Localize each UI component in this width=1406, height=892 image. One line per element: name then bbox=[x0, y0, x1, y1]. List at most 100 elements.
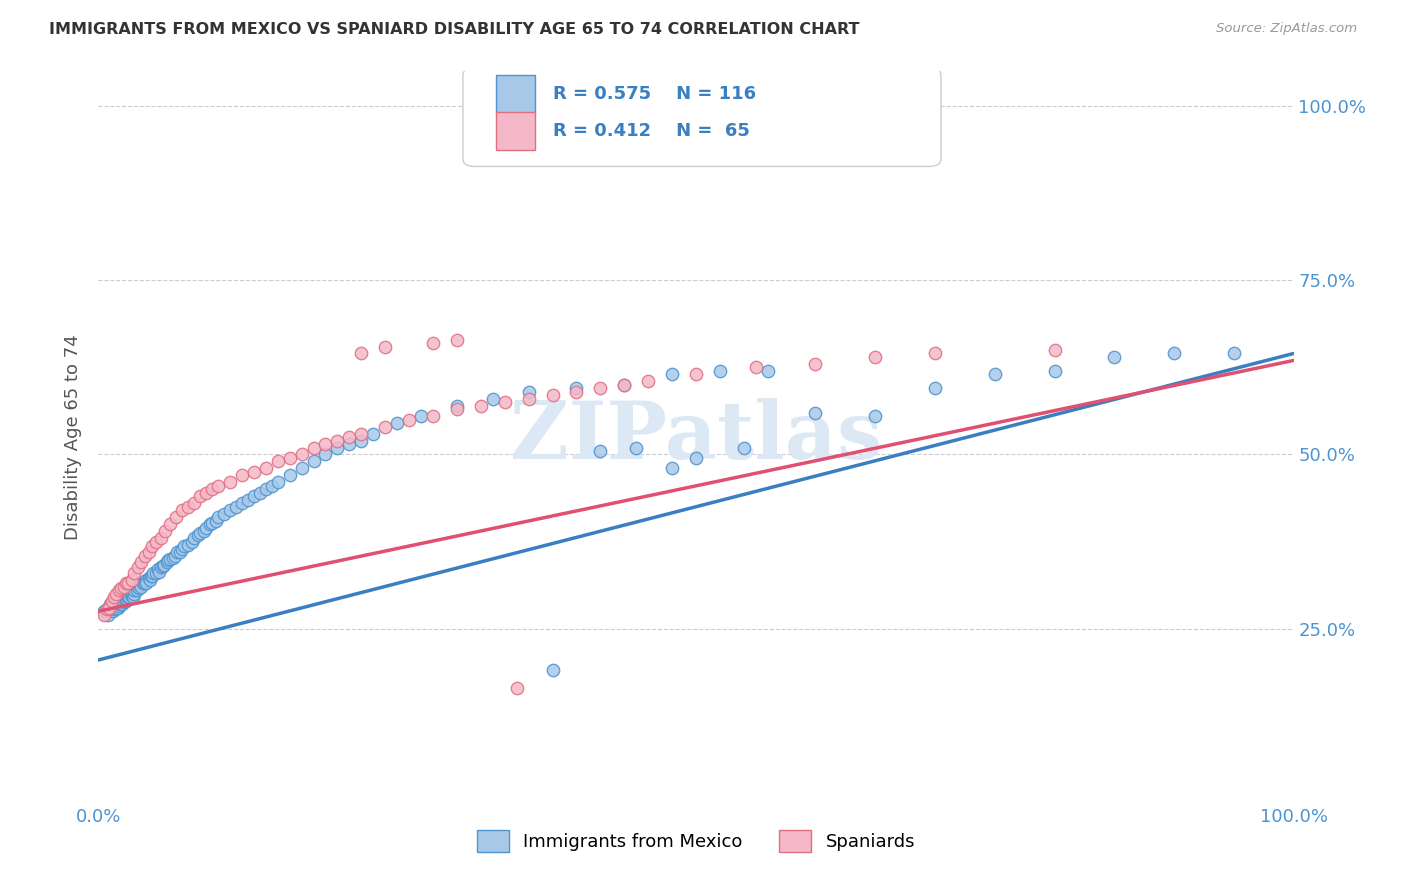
Point bbox=[804, 406, 827, 420]
Point bbox=[565, 381, 588, 395]
Point bbox=[1104, 350, 1126, 364]
Point bbox=[193, 524, 215, 538]
Point bbox=[626, 441, 648, 455]
Point bbox=[125, 583, 148, 598]
Point bbox=[180, 534, 202, 549]
Point bbox=[115, 576, 138, 591]
Point bbox=[114, 591, 136, 605]
Point bbox=[302, 454, 325, 468]
Point bbox=[267, 454, 290, 468]
Point bbox=[254, 461, 277, 475]
Point bbox=[93, 604, 115, 618]
Point bbox=[127, 560, 149, 574]
Point bbox=[422, 336, 444, 351]
Point bbox=[98, 597, 122, 611]
Point bbox=[159, 552, 181, 566]
Point bbox=[204, 514, 226, 528]
Point bbox=[661, 461, 683, 475]
Point bbox=[254, 483, 277, 497]
Point bbox=[145, 534, 167, 549]
Point bbox=[155, 524, 177, 538]
Point bbox=[517, 392, 540, 406]
Point bbox=[494, 395, 516, 409]
Point bbox=[115, 591, 138, 606]
Point bbox=[149, 560, 172, 574]
Point bbox=[385, 416, 409, 430]
Point bbox=[231, 468, 253, 483]
Point bbox=[124, 587, 146, 601]
Point bbox=[565, 384, 588, 399]
Point bbox=[685, 368, 707, 382]
Point bbox=[339, 437, 361, 451]
Point bbox=[1223, 346, 1246, 360]
Point bbox=[156, 553, 179, 567]
Point bbox=[135, 576, 157, 591]
Point bbox=[145, 566, 167, 580]
Point bbox=[149, 531, 172, 545]
Point bbox=[98, 600, 121, 615]
Point bbox=[411, 409, 433, 424]
Point bbox=[142, 566, 165, 580]
Point bbox=[120, 588, 142, 602]
Point bbox=[121, 587, 143, 601]
Point bbox=[141, 540, 163, 554]
Point bbox=[110, 581, 132, 595]
Point bbox=[446, 402, 468, 417]
Point bbox=[733, 441, 755, 455]
Point bbox=[124, 583, 146, 598]
Point bbox=[110, 597, 132, 611]
Point bbox=[1163, 346, 1185, 360]
Point bbox=[131, 576, 153, 591]
Point bbox=[637, 375, 659, 389]
Text: R = 0.575    N = 116: R = 0.575 N = 116 bbox=[553, 85, 755, 103]
Point bbox=[201, 516, 224, 530]
Point bbox=[103, 602, 125, 616]
Point bbox=[117, 576, 139, 591]
Point bbox=[173, 540, 195, 554]
Point bbox=[865, 409, 887, 424]
Point bbox=[236, 492, 259, 507]
Point bbox=[131, 580, 153, 594]
Point bbox=[134, 549, 156, 563]
Point bbox=[267, 475, 290, 490]
Point bbox=[506, 681, 529, 695]
Point bbox=[398, 412, 420, 426]
Point bbox=[139, 573, 162, 587]
Point bbox=[183, 531, 205, 545]
Point bbox=[195, 485, 218, 500]
Point bbox=[422, 409, 444, 424]
Point bbox=[117, 591, 139, 605]
Point bbox=[112, 580, 135, 594]
Point bbox=[1043, 364, 1066, 378]
Point bbox=[291, 448, 314, 462]
Point bbox=[127, 580, 149, 594]
Point bbox=[132, 576, 155, 591]
Point bbox=[96, 602, 118, 616]
Point bbox=[138, 572, 160, 586]
Point bbox=[243, 465, 266, 479]
Point bbox=[201, 483, 224, 497]
Point bbox=[105, 597, 128, 611]
Point bbox=[756, 364, 779, 378]
Point bbox=[97, 607, 120, 622]
Point bbox=[135, 573, 157, 587]
Point bbox=[96, 602, 118, 616]
Y-axis label: Disability Age 65 to 74: Disability Age 65 to 74 bbox=[63, 334, 82, 540]
Point bbox=[98, 600, 122, 615]
Point bbox=[685, 450, 707, 465]
Point bbox=[219, 475, 242, 490]
Point bbox=[446, 399, 468, 413]
Point bbox=[104, 600, 127, 615]
Point bbox=[166, 545, 188, 559]
Point bbox=[374, 419, 396, 434]
FancyBboxPatch shape bbox=[496, 112, 534, 151]
Point bbox=[198, 517, 221, 532]
Point bbox=[101, 599, 124, 614]
Point bbox=[207, 479, 229, 493]
Legend: Immigrants from Mexico, Spaniards: Immigrants from Mexico, Spaniards bbox=[470, 823, 922, 860]
Point bbox=[446, 333, 468, 347]
Point bbox=[188, 525, 211, 540]
Point bbox=[589, 381, 612, 395]
Point bbox=[709, 364, 731, 378]
Text: IMMIGRANTS FROM MEXICO VS SPANIARD DISABILITY AGE 65 TO 74 CORRELATION CHART: IMMIGRANTS FROM MEXICO VS SPANIARD DISAB… bbox=[49, 22, 859, 37]
